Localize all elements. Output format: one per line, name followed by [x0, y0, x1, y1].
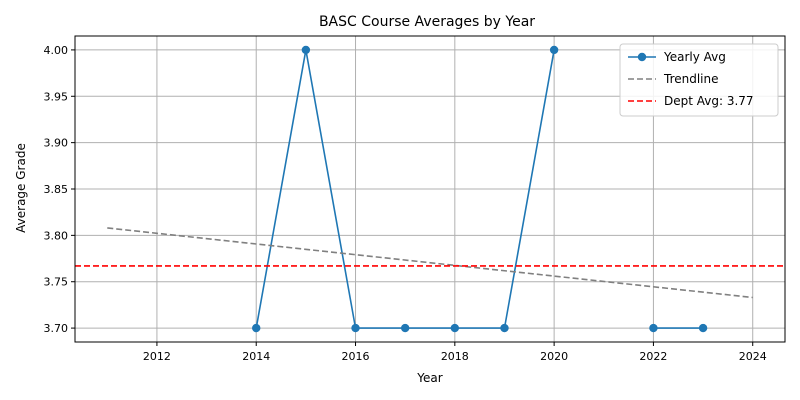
x-tick-label: 2022	[639, 350, 667, 363]
chart-title: BASC Course Averages by Year	[319, 14, 535, 30]
data-point	[351, 323, 360, 333]
y-tick-label: 3.70	[44, 322, 69, 335]
data-point	[649, 323, 658, 333]
data-point	[301, 45, 311, 55]
legend-label: Yearly Avg	[663, 50, 726, 64]
x-tick-label: 2018	[441, 350, 469, 363]
x-tick-label: 2012	[143, 350, 171, 363]
data-point	[450, 323, 460, 333]
y-tick-label: 3.85	[44, 183, 69, 196]
data-point	[549, 45, 559, 55]
y-tick-label: 4.00	[44, 44, 69, 57]
legend: Yearly Avg Trendline Dept Avg: 3.77	[619, 43, 779, 117]
legend-label: Dept Avg: 3.77	[664, 94, 754, 108]
x-tick-label: 2014	[242, 350, 270, 363]
x-tick-label: 2024	[739, 350, 767, 363]
legend-label: Trendline	[663, 72, 719, 86]
trendline	[107, 227, 753, 299]
y-tick-label: 3.90	[44, 137, 69, 150]
y-tick-label: 3.75	[44, 276, 69, 289]
x-tick-label: 2020	[540, 350, 568, 363]
y-tick-label: 3.95	[44, 90, 69, 103]
ticks: 2012 2014 2016 2018 2020 2022 2024 3.70 3.75 3.80…	[44, 44, 767, 363]
data-point	[698, 323, 708, 333]
data-point	[252, 323, 261, 333]
y-tick-label: 3.80	[44, 229, 69, 242]
series-layer	[75, 45, 785, 333]
data-point	[400, 323, 410, 333]
legend-box	[619, 43, 779, 117]
data-point	[500, 323, 509, 333]
legend-marker	[637, 52, 647, 62]
x-axis-label: Year	[416, 371, 442, 385]
y-axis-label: Average Grade	[14, 143, 28, 233]
x-tick-label: 2016	[342, 350, 370, 363]
